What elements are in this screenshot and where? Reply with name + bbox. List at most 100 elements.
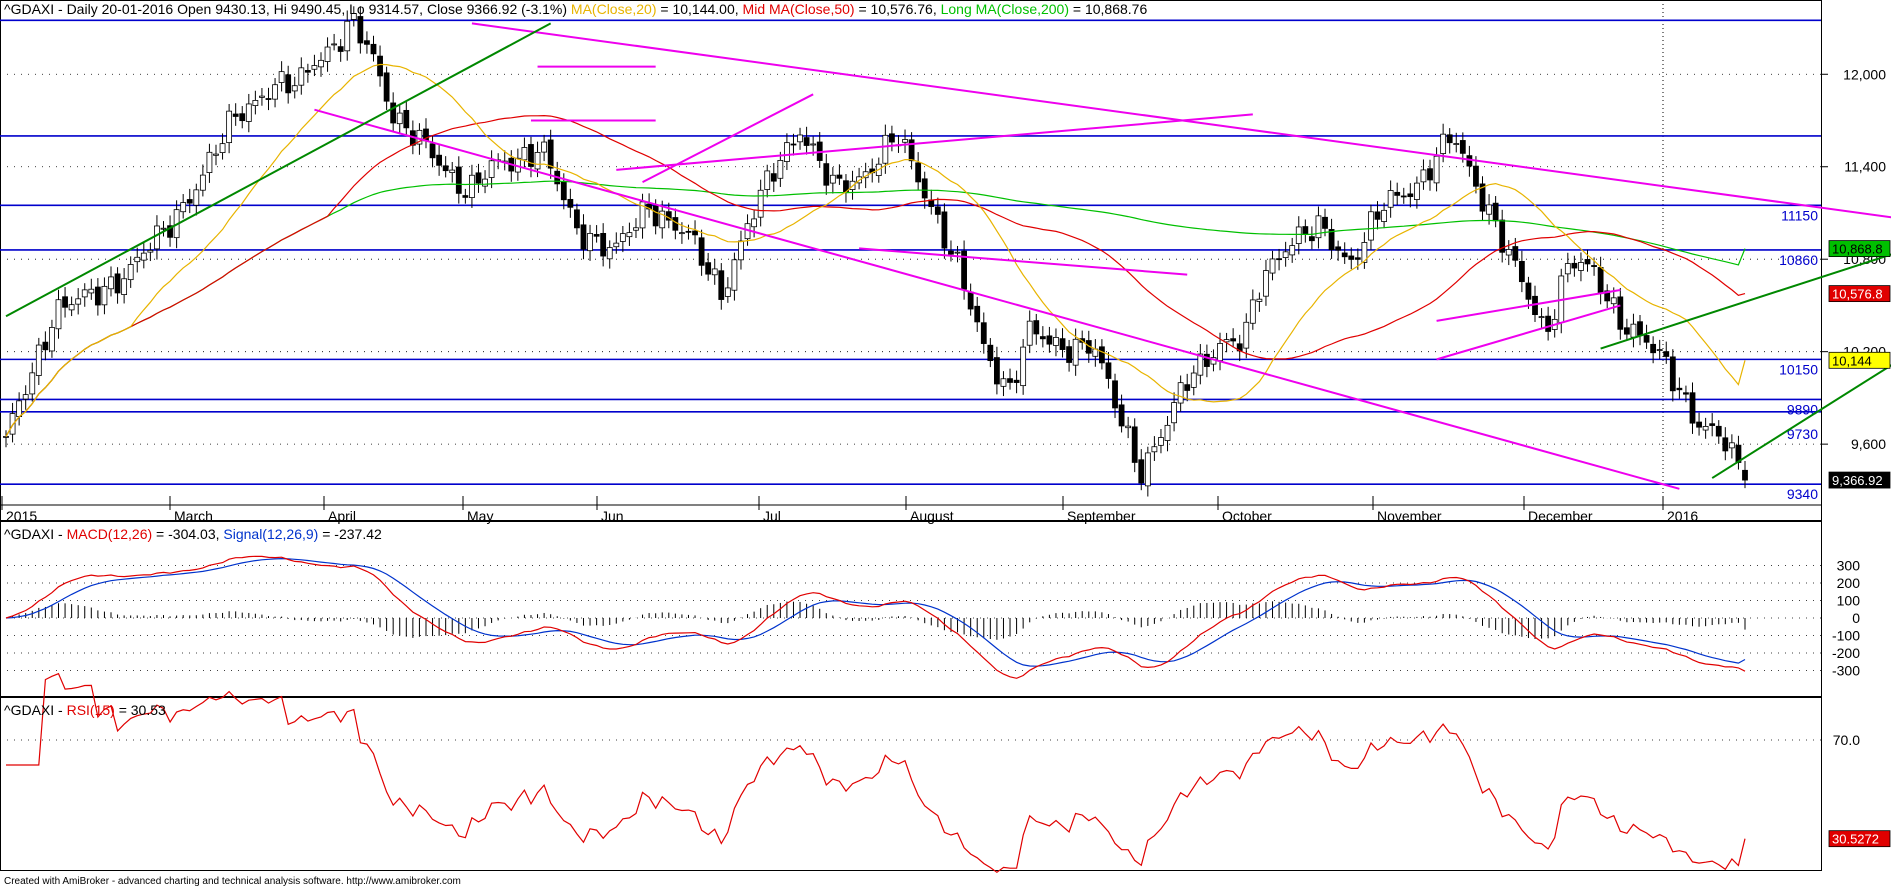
candle-body (764, 170, 771, 190)
level-label: 9730 (1787, 426, 1818, 442)
candle-body (1203, 353, 1210, 367)
candle-body (1276, 258, 1282, 261)
candle-body (16, 400, 23, 418)
candle-body (1650, 343, 1657, 354)
candle-body (560, 181, 567, 201)
price-axis-label: 9,600 (1851, 436, 1886, 452)
candle-body (324, 46, 331, 62)
candle-body (488, 160, 495, 178)
candle-body (1335, 246, 1342, 251)
candle-body (219, 143, 226, 154)
candle-body (633, 227, 639, 231)
month-label: Jun (601, 508, 624, 524)
candle-body (574, 209, 580, 229)
candle-body (1643, 335, 1650, 343)
candle-body (1059, 338, 1066, 350)
candle-body (1512, 246, 1519, 261)
candle-body (1617, 296, 1624, 330)
candle-body (1505, 249, 1512, 256)
candle-body (1348, 255, 1355, 260)
ma200-line (5, 180, 1746, 437)
candle-body (1597, 267, 1604, 295)
candle-body (403, 109, 410, 129)
candle-body (705, 262, 712, 275)
rsi-value-tag (1828, 830, 1891, 848)
candle-body (101, 285, 108, 306)
candle-body (121, 278, 128, 295)
candle-body (364, 40, 370, 45)
candle-body (1492, 202, 1499, 222)
candle-body (685, 230, 692, 233)
candle-body (1545, 315, 1552, 332)
value-tag-label: 10,868.8 (1832, 242, 1883, 257)
candle-body (383, 72, 390, 102)
month-label: Jul (763, 508, 781, 524)
candle-body (134, 256, 141, 263)
candle-body (482, 178, 488, 187)
candle-body (921, 178, 928, 199)
candle-body (1676, 387, 1683, 391)
candle-body (1518, 260, 1525, 283)
macd-axis-label: 100 (1837, 593, 1861, 609)
candle-body (1453, 143, 1460, 145)
macd-axis-label: 300 (1837, 558, 1861, 574)
month-label: March (174, 508, 213, 524)
candle-body (600, 232, 607, 257)
candle-body (239, 113, 246, 122)
candle-body (1190, 372, 1197, 388)
candle-body (1289, 245, 1296, 256)
rsi-value-tag-label: 30.5272 (1832, 832, 1879, 847)
macd-panel-title: ^GDAXI - MACD(12,26) = -304.03, Signal(1… (4, 526, 382, 542)
candle-body (1322, 216, 1328, 229)
candle-body (790, 143, 797, 146)
candle-body (889, 133, 895, 143)
candle-body (1459, 140, 1466, 154)
signal-line (5, 557, 1746, 667)
candle-body (1584, 259, 1591, 265)
month-label: September (1067, 508, 1136, 524)
candle-body (232, 113, 239, 117)
candle-body (882, 134, 889, 164)
candle-body (1374, 211, 1381, 220)
candle-body (1013, 379, 1020, 383)
candle-body (829, 174, 836, 184)
candle-body (1158, 437, 1164, 446)
candle-body (1144, 452, 1151, 487)
value-tag (1828, 285, 1891, 303)
candle-body (908, 139, 915, 162)
candle-body (226, 110, 233, 144)
value-tag (1828, 351, 1891, 369)
candle-body (396, 112, 403, 125)
candle-body (770, 173, 777, 182)
candle-body (291, 85, 298, 92)
candle-body (331, 43, 338, 46)
candle-body (1728, 442, 1735, 449)
candle-body (934, 206, 941, 215)
candle-body (757, 189, 764, 218)
candle-body (206, 151, 213, 173)
candle-body (1098, 346, 1105, 364)
candle-body (823, 163, 830, 186)
macd-axis-label: -100 (1832, 628, 1860, 644)
value-tag-label: 9,366.92 (1832, 473, 1883, 488)
candle-body (1473, 165, 1479, 187)
month-label: October (1222, 508, 1272, 524)
candle-body (1184, 384, 1191, 391)
candle-body (1223, 339, 1230, 343)
candle-body (777, 160, 784, 179)
candle-body (3, 436, 9, 438)
candle-body (1656, 349, 1663, 351)
candle-body (55, 299, 62, 330)
candle-body (587, 233, 593, 252)
candle-body (1197, 353, 1204, 376)
candle-body (1433, 155, 1440, 184)
trend-line-green (1711, 364, 1891, 479)
candle-body (1341, 252, 1348, 258)
candle-body (1249, 299, 1256, 324)
candle-body (1591, 265, 1597, 267)
candle-body (738, 240, 744, 261)
candle-body (1394, 191, 1401, 196)
candle-body (1610, 297, 1617, 305)
macd-panel-frame (0, 521, 1822, 697)
candle-body (1630, 323, 1637, 338)
